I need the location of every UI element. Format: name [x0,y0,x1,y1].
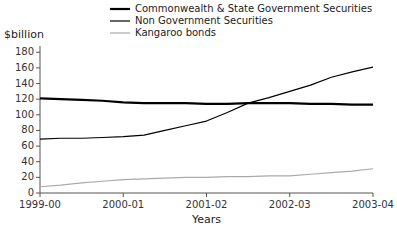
y-axis [40,46,41,193]
chart: 0 20 40 60 80 100 120 140 160 180 1999-00 2000-01 20… [0,0,397,227]
legend-label: Commonwealth & State Government Securiti… [135,3,372,14]
y-tick [36,177,40,178]
y-tick-label: 100 [15,109,34,120]
y-tick [36,114,40,115]
series-line [40,169,373,187]
y-axis-label: $billion [4,28,44,41]
x-tick [123,193,124,197]
x-tick-label: 2000-01 [102,199,144,210]
y-tick-label: 160 [15,62,34,73]
y-tick [36,146,40,147]
series-line [40,67,373,139]
x-tick [289,193,290,197]
x-tick-label: 2001-02 [186,199,228,210]
y-tick [36,52,40,53]
y-tick-label: 140 [15,78,34,89]
x-tick [373,193,374,197]
y-tick [36,83,40,84]
legend-swatch [110,32,130,33]
legend-label: Non Government Securities [135,15,273,26]
x-axis [40,193,373,194]
x-tick-label: 2003-04 [352,199,394,210]
y-tick-label: 180 [15,46,34,57]
y-tick [36,161,40,162]
y-tick-label: 40 [21,156,34,167]
legend-swatch [110,20,130,21]
y-tick-label: 20 [21,171,34,182]
y-tick-label: 80 [21,124,34,135]
y-tick-label: 0 [28,187,34,198]
y-tick [36,99,40,100]
y-tick [36,193,40,194]
legend: Commonwealth & State Government Securiti… [110,3,372,38]
x-tick [40,193,41,197]
y-tick-label: 120 [15,93,34,104]
y-tick-label: 60 [21,140,34,151]
series-group [40,67,373,187]
y-tick [36,130,40,131]
x-tick [206,193,207,197]
x-tick-label: 1999-00 [19,199,61,210]
series-line [40,98,373,104]
x-axis-label: Years [191,213,221,226]
x-tick-label: 2002-03 [269,199,311,210]
y-tick [36,67,40,68]
legend-label: Kangaroo bonds [135,27,216,38]
legend-swatch [110,8,130,10]
